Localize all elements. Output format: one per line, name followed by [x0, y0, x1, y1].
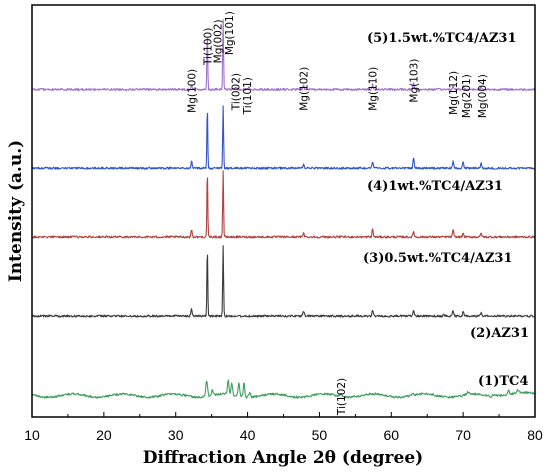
series-line — [31, 170, 536, 239]
series-line — [31, 19, 536, 92]
x-tick-label: 40 — [240, 427, 256, 443]
series-labels: (1)TC4 (2)AZ31 (3)0.5wt.%TC4/AZ31 (4)1wt.%T… — [363, 31, 529, 389]
peak-label: Mg(101) — [224, 11, 236, 55]
plot-frame — [31, 4, 536, 418]
x-tick-label: 50 — [312, 427, 328, 443]
peak-labels: Mg(100)Ti(100)Mg(002) Mg(101)Ti(002) Ti(10… — [187, 11, 489, 416]
x-tick-label: 60 — [383, 427, 399, 443]
peak-label: Mg(201) — [461, 74, 473, 118]
x-tick-label: 10 — [24, 427, 40, 443]
y-axis-title: Intensity (a.u.) — [6, 140, 26, 282]
x-axis: 10 20 30 40 50 60 70 80 — [24, 412, 543, 443]
x-tick-label: 70 — [455, 427, 471, 443]
peak-label: Ti(100) — [202, 28, 214, 66]
x-tick-label: 30 — [168, 427, 184, 443]
series-line — [31, 379, 536, 399]
peak-label: Mg(103) — [409, 59, 421, 103]
peak-label: Mg(004) — [477, 74, 489, 118]
series-line — [31, 105, 536, 170]
series-label: (4)1wt.%TC4/AZ31 — [367, 179, 503, 194]
x-axis-title: Diffraction Angle 2θ (degree) — [143, 448, 423, 468]
peak-label: Mg(102) — [299, 67, 311, 111]
peak-label: Ti(102) — [336, 378, 348, 416]
series-label: (5)1.5wt.%TC4/AZ31 — [367, 31, 517, 46]
peak-label: Mg(002) — [212, 19, 224, 63]
peak-label: Ti(101) — [242, 77, 254, 115]
peak-label: Mg(112) — [448, 71, 460, 115]
plot-traces — [31, 19, 536, 399]
x-tick-label: 80 — [527, 427, 543, 443]
x-tick-label: 20 — [96, 427, 112, 443]
peak-label: Mg(100) — [187, 69, 199, 113]
series-label: (2)AZ31 — [470, 326, 529, 341]
series-line — [31, 245, 536, 318]
series-label: (1)TC4 — [478, 374, 528, 389]
peak-label: Mg(110) — [368, 67, 380, 111]
peak-label: Ti(002) — [230, 73, 242, 111]
series-label: (3)0.5wt.%TC4/AZ31 — [363, 251, 513, 266]
